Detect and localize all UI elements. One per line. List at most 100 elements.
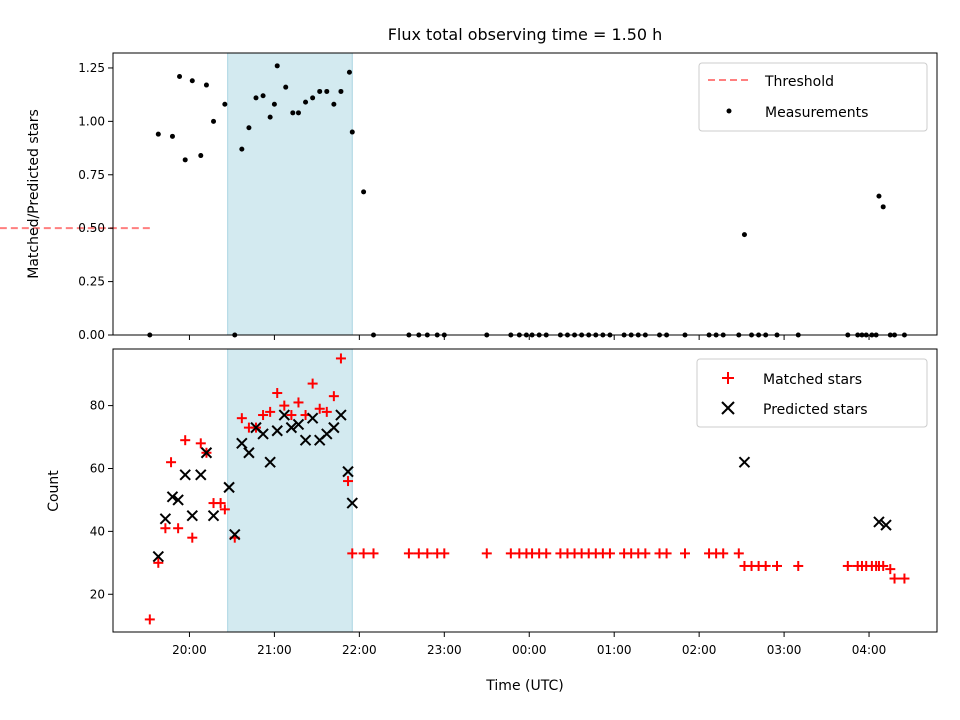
panel-ratio-xaxis <box>188 335 870 340</box>
y-tick-label: 60 <box>90 461 105 475</box>
measurements-point <box>169 133 175 139</box>
legend-matched-label: Matched stars <box>763 372 862 388</box>
measurements-point <box>361 189 367 195</box>
panel-ratio-yaxis: 0.00 0.25 0.50 0.75 1.00 1.25 <box>78 61 113 342</box>
measurements-point <box>338 88 344 94</box>
predicted-stars-point <box>257 428 269 440</box>
matched-stars-point <box>236 413 247 424</box>
matched-stars-point <box>640 548 651 559</box>
panel-ratio-frame <box>112 52 938 336</box>
measurements-point <box>741 232 747 238</box>
panel-counts-yaxis: 20 40 60 80 <box>90 399 113 601</box>
y-tick-label: 20 <box>90 587 105 601</box>
measurements-point <box>222 101 228 107</box>
measurements-point <box>290 110 296 116</box>
x-tick-label: 21:00 <box>257 643 292 657</box>
predicted-stars-point <box>292 418 305 431</box>
x-tick-label: 00:00 <box>512 643 547 657</box>
measurements-point <box>331 101 337 107</box>
panel-counts-xaxis: 20:00 21:00 22:00 23:00 00:00 01:00 02:00 03:00… <box>172 632 886 657</box>
predicted-stars-point <box>243 447 255 459</box>
matched-stars-point <box>899 573 910 584</box>
matched-stars-point <box>793 560 804 571</box>
matched-stars-point <box>505 548 516 559</box>
matched-stars-point <box>328 391 339 402</box>
predicted-stars-point <box>328 421 340 434</box>
y-tick-label: 80 <box>90 399 105 413</box>
matched-stars-point <box>219 504 230 515</box>
predicted-stars-point <box>179 469 191 481</box>
measurements-point <box>324 88 330 94</box>
matched-stars-point <box>286 410 297 421</box>
matched-stars-point <box>439 548 450 559</box>
matched-stars-point <box>307 378 318 389</box>
measurements-point <box>182 157 188 163</box>
panel-ratio-shade <box>227 52 353 336</box>
matched-stars-point <box>173 523 184 534</box>
matched-stars-point <box>733 548 744 559</box>
legend-threshold-label: Threshold <box>764 74 834 90</box>
matched-stars-point <box>314 403 325 414</box>
matched-stars-point <box>889 573 900 584</box>
predicted-stars-point <box>738 456 751 468</box>
x-tick-label: 23:00 <box>427 643 462 657</box>
legend-measurements-label: Measurements <box>765 105 868 121</box>
matched-stars-point <box>215 498 226 509</box>
matched-stars-point <box>358 548 369 559</box>
measurements-point <box>310 95 316 101</box>
y-tick-label: 1.25 <box>78 61 105 75</box>
panel-ratio-ylabel: Matched/Predicted stars <box>26 109 42 279</box>
matched-stars-point <box>718 548 729 559</box>
predicted-stars-point <box>285 421 298 434</box>
legend-matched-swatch <box>722 372 734 384</box>
predicted-stars-point <box>335 409 347 421</box>
panel-counts-frame <box>112 348 938 633</box>
matched-stars-point <box>368 548 379 559</box>
measurements-point <box>211 118 217 124</box>
predicted-stars-point <box>152 550 165 563</box>
y-tick-label: 0.50 <box>78 221 105 235</box>
matched-stars-point <box>343 476 354 487</box>
measurements-point <box>295 110 301 116</box>
predicted-stars-point <box>880 519 892 531</box>
matched-stars-point <box>878 560 889 571</box>
matched-stars-point <box>885 564 896 575</box>
matched-stars-point <box>187 532 198 543</box>
y-tick-label: 40 <box>90 524 105 538</box>
x-tick-label: 20:00 <box>172 643 207 657</box>
x-tick-label: 01:00 <box>597 643 632 657</box>
matched-stars-point <box>679 548 690 559</box>
matched-stars-point <box>166 457 177 468</box>
x-tick-label: 03:00 <box>767 643 802 657</box>
matched-stars-point <box>772 560 783 571</box>
legend-counts-box <box>696 358 928 428</box>
predicted-stars-point <box>186 509 198 522</box>
panel-ratio: 0.00 0.25 0.50 0.75 1.00 1.25 Matched/Predict… <box>0 52 938 342</box>
matched-stars-point <box>293 397 304 408</box>
matched-stars-point <box>481 548 492 559</box>
measurements-point <box>880 204 886 210</box>
predicted-stars-point <box>346 497 358 509</box>
matched-stars-point <box>195 438 206 449</box>
matched-stars-point <box>160 523 171 534</box>
predicted-stars-point <box>172 494 184 506</box>
x-tick-label: 04:00 <box>852 643 887 657</box>
x-tick-label: 02:00 <box>682 643 717 657</box>
predicted-stars-point <box>223 481 235 494</box>
matched-stars-point <box>347 548 358 559</box>
measurements-point <box>260 93 266 99</box>
measurements-point <box>267 114 273 120</box>
matched-stars-point <box>258 410 269 421</box>
legend-measurements-swatch <box>726 108 732 114</box>
predicted-stars-point <box>271 425 283 437</box>
predicted-stars-point <box>159 513 172 525</box>
panel-counts-ylabel: Count <box>46 470 62 512</box>
y-tick-label: 0.75 <box>78 168 105 182</box>
matched-stars-point <box>422 548 433 559</box>
predicted-stars-point <box>207 509 220 522</box>
matched-stars-point <box>604 548 615 559</box>
matched-stars-point <box>265 406 276 417</box>
predicted-stars-point <box>166 491 179 503</box>
measurements-point <box>198 153 204 159</box>
matched-stars-point <box>335 353 346 364</box>
